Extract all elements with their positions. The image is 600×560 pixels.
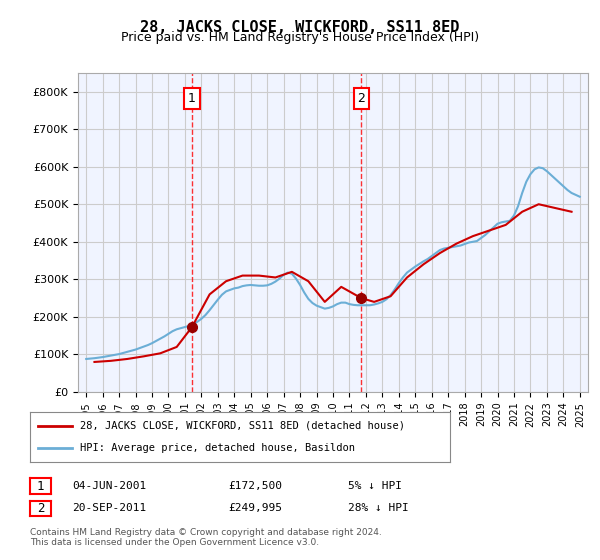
Text: 2: 2	[37, 502, 44, 515]
Text: 20-SEP-2011: 20-SEP-2011	[72, 503, 146, 514]
Text: HPI: Average price, detached house, Basildon: HPI: Average price, detached house, Basi…	[80, 443, 355, 453]
Text: £249,995: £249,995	[228, 503, 282, 514]
Text: 2: 2	[358, 92, 365, 105]
Text: Price paid vs. HM Land Registry's House Price Index (HPI): Price paid vs. HM Land Registry's House …	[121, 31, 479, 44]
Text: 28, JACKS CLOSE, WICKFORD, SS11 8ED: 28, JACKS CLOSE, WICKFORD, SS11 8ED	[140, 20, 460, 35]
Text: £172,500: £172,500	[228, 481, 282, 491]
Text: 5% ↓ HPI: 5% ↓ HPI	[348, 481, 402, 491]
Text: Contains HM Land Registry data © Crown copyright and database right 2024.
This d: Contains HM Land Registry data © Crown c…	[30, 528, 382, 547]
Text: 28, JACKS CLOSE, WICKFORD, SS11 8ED (detached house): 28, JACKS CLOSE, WICKFORD, SS11 8ED (det…	[80, 421, 406, 431]
Text: 1: 1	[188, 92, 196, 105]
Text: 04-JUN-2001: 04-JUN-2001	[72, 481, 146, 491]
Text: 1: 1	[37, 479, 44, 493]
Text: 28% ↓ HPI: 28% ↓ HPI	[348, 503, 409, 514]
